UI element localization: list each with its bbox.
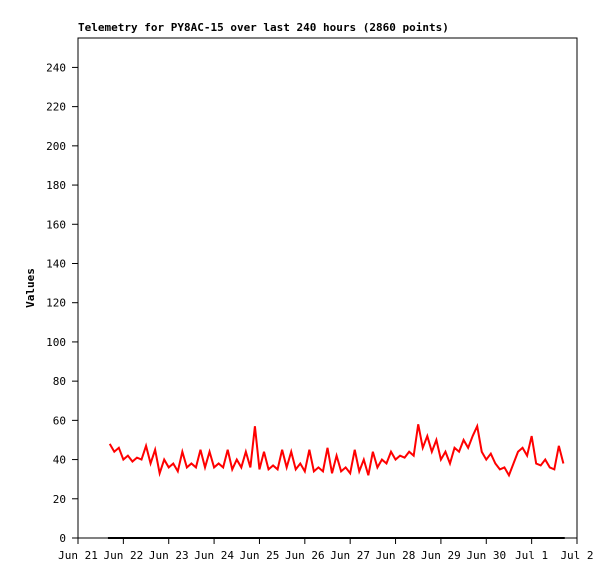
- chart-title: Telemetry for PY8AC-15 over last 240 hou…: [78, 21, 449, 34]
- y-tick-label: 60: [53, 414, 66, 427]
- y-tick-label: 220: [46, 101, 66, 114]
- x-tick-label: Jun 22: [103, 549, 143, 562]
- x-tick-label: Jun 26: [285, 549, 325, 562]
- x-tick-label: Jun 25: [240, 549, 280, 562]
- data-line: [108, 422, 565, 478]
- y-tick-label: 80: [53, 375, 66, 388]
- y-tick-label: 40: [53, 454, 66, 467]
- y-tick-label: 180: [46, 179, 66, 192]
- x-tick-label: Jul 2: [560, 549, 593, 562]
- x-tick-label: Jun 28: [376, 549, 416, 562]
- x-tick-label: Jul 1: [515, 549, 548, 562]
- y-tick-label: 20: [53, 493, 66, 506]
- x-tick-label: Jun 24: [194, 549, 234, 562]
- y-tick-label: 100: [46, 336, 66, 349]
- x-tick-label: Jun 27: [330, 549, 370, 562]
- x-tick-label: Jun 23: [149, 549, 189, 562]
- y-tick-label: 140: [46, 257, 66, 270]
- y-tick-label: 120: [46, 297, 66, 310]
- y-tick-label: 200: [46, 140, 66, 153]
- y-axis-label: Values: [24, 268, 37, 308]
- y-tick-label: 240: [46, 61, 66, 74]
- y-tick-label: 160: [46, 218, 66, 231]
- plot-frame: [77, 37, 578, 539]
- x-tick-label: Jun 21: [58, 549, 98, 562]
- x-tick-label: Jun 30: [466, 549, 506, 562]
- y-tick-label: 0: [59, 532, 66, 545]
- x-tick-label: Jun 29: [421, 549, 461, 562]
